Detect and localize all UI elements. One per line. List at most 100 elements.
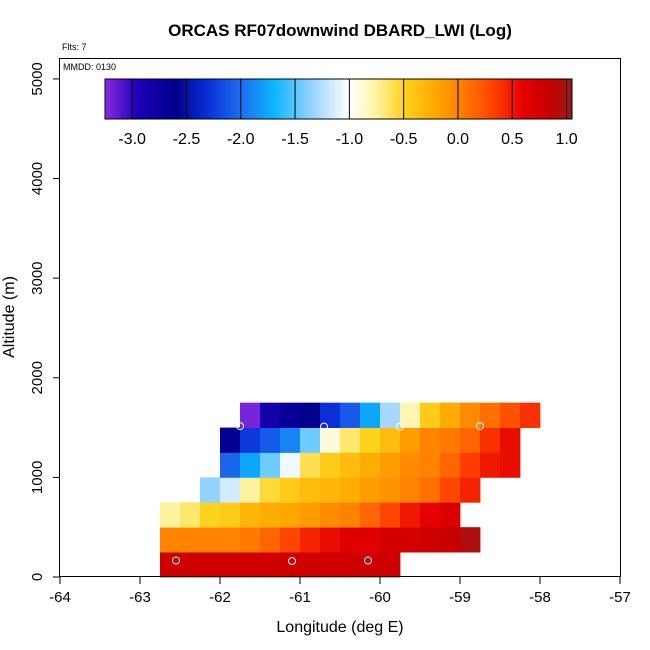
heatmap-cell	[260, 427, 281, 453]
heatmap-cell	[520, 402, 541, 428]
heatmap-cell	[500, 427, 521, 453]
heatmap-cell	[460, 452, 481, 478]
y-axis-label: Altitude (m)	[1, 276, 18, 358]
heatmap-cell	[160, 502, 181, 528]
heatmap-cell	[300, 402, 321, 428]
heatmap-cell	[320, 552, 341, 578]
heatmap-cell	[320, 502, 341, 528]
heatmap-cell	[400, 427, 421, 453]
heatmap-cell	[320, 402, 341, 428]
y-tick-label: 4000	[29, 162, 46, 195]
colorbar-tick-label: -2.5	[173, 131, 201, 148]
heatmap-cells	[160, 402, 541, 578]
heatmap-cell	[240, 527, 261, 553]
heatmap-cell	[200, 527, 221, 553]
heatmap-cell	[440, 477, 461, 503]
heatmap-cell	[340, 477, 361, 503]
heatmap-cell	[380, 477, 401, 503]
heatmap-cell	[220, 427, 241, 453]
heatmap-cell	[460, 477, 481, 503]
x-axis-label: Longitude (deg E)	[276, 619, 403, 636]
x-tick-label: -57	[609, 589, 631, 606]
colorbar-tick-label: 0.0	[447, 131, 469, 148]
date-note: MMDD: 0130	[63, 62, 116, 72]
x-tick-label: -60	[369, 589, 391, 606]
flight-marker	[512, 542, 520, 551]
heatmap-cell	[340, 452, 361, 478]
heatmap-cell	[400, 527, 421, 553]
heatmap-cell	[380, 402, 401, 428]
x-tick-label: -63	[129, 589, 151, 606]
flight-marker	[364, 556, 372, 565]
heatmap-cell	[420, 452, 441, 478]
flight-marker	[444, 556, 452, 565]
heatmap-cell	[480, 402, 501, 428]
heatmap-cell	[380, 552, 401, 578]
heatmap-cell	[320, 527, 341, 553]
y-tick-label: 0	[29, 573, 46, 581]
heatmap-cell	[240, 402, 261, 428]
colorbar-tick-label: -0.5	[390, 131, 418, 148]
heatmap-cell	[240, 502, 261, 528]
heatmap-cell	[240, 477, 261, 503]
heatmap-cell	[280, 477, 301, 503]
x-tick-label: -62	[209, 589, 231, 606]
heatmap-cell	[360, 402, 381, 428]
heatmap-cell	[180, 552, 201, 578]
heatmap-cell	[300, 427, 321, 453]
heatmap-cell	[320, 427, 341, 453]
heatmap-cell	[300, 502, 321, 528]
heatmap-cell	[280, 452, 301, 478]
heatmap-cell	[400, 452, 421, 478]
heatmap-cell	[360, 502, 381, 528]
heatmap-cell	[400, 502, 421, 528]
x-tick-label: -59	[449, 589, 471, 606]
heatmap-cell	[200, 552, 221, 578]
heatmap-cell	[280, 527, 301, 553]
heatmap-cell	[260, 502, 281, 528]
heatmap-cell	[420, 427, 441, 453]
chart-title: ORCAS RF07downwind DBARD_LWI (Log)	[168, 21, 512, 40]
heatmap-cell	[360, 477, 381, 503]
y-axis: 0 1000 2000 3000 4000 5000	[29, 62, 60, 581]
heatmap-cell	[200, 502, 221, 528]
x-tick-label: -58	[529, 589, 551, 606]
heatmap-cell	[440, 427, 461, 453]
heatmap-cell	[160, 527, 181, 553]
heatmap-cell	[440, 527, 461, 553]
x-axis: -64 -63 -62 -61 -60 -59 -58 -57	[49, 577, 631, 606]
heatmap-cell	[500, 452, 521, 478]
heatmap-cell	[420, 477, 441, 503]
y-tick-label: 3000	[29, 261, 46, 294]
heatmap-cell	[440, 502, 461, 528]
heatmap-cell	[300, 477, 321, 503]
y-tick-label: 2000	[29, 361, 46, 394]
colorbar-tick-label: 1.0	[555, 131, 577, 148]
colorbar-tick-label: -1.5	[281, 131, 309, 148]
flights-note: Flts: 7	[62, 42, 87, 52]
heatmap-cell	[220, 502, 241, 528]
heatmap-cell	[420, 527, 441, 553]
colorbar-gradient	[104, 78, 573, 120]
heatmap-cell	[160, 552, 181, 578]
heatmap-cell	[380, 452, 401, 478]
flight-marker	[396, 422, 404, 431]
colorbar-tick-label: -1.0	[336, 131, 364, 148]
y-tick-label: 1000	[29, 461, 46, 494]
heatmap-cell	[360, 527, 381, 553]
heatmap-cell	[340, 527, 361, 553]
colorbar-ticks: -3.0 -2.5 -2.0 -1.5 -1.0 -0.5 0.0 0.5 1.0	[118, 79, 578, 148]
heatmap-cell	[180, 502, 201, 528]
colorbar-tick-label: -3.0	[118, 131, 146, 148]
heatmap-cell	[280, 502, 301, 528]
flight-markers	[172, 422, 520, 566]
x-tick-label: -64	[49, 589, 71, 606]
heatmap-cell	[300, 452, 321, 478]
heatmap-cell	[180, 527, 201, 553]
heatmap-cell	[400, 402, 421, 428]
colorbar: -3.0 -2.5 -2.0 -1.5 -1.0 -0.5 0.0 0.5 1.0	[104, 78, 578, 148]
heatmap-cell	[380, 427, 401, 453]
heatmap-cell	[460, 427, 481, 453]
x-tick-label: -61	[289, 589, 311, 606]
